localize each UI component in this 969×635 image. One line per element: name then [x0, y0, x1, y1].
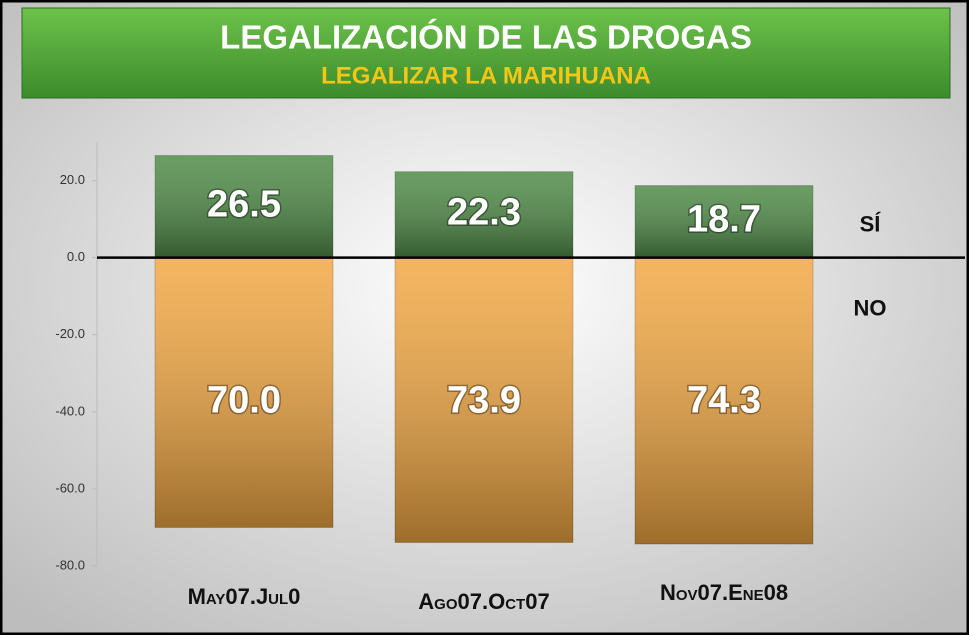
value-label: 22.3 [447, 192, 521, 234]
bar-shade [635, 257, 813, 545]
chart-subtitle: LEGALIZAR LA MARIHUANA [321, 62, 651, 89]
y-tick-label: 0.0 [67, 249, 85, 264]
x-tick-label: May07.Jul0 [188, 584, 301, 609]
bar-shade [395, 257, 573, 543]
x-tick-label: Nov07.Ene08 [660, 580, 788, 605]
x-tick-label: Ago07.Oct07 [418, 589, 549, 614]
bar-shade [155, 257, 333, 528]
value-label: 18.7 [687, 199, 761, 241]
bar-shade [395, 171, 573, 258]
y-tick-label: -80.0 [55, 557, 85, 572]
bar-shade [635, 185, 813, 258]
y-tick-label: -60.0 [55, 480, 85, 495]
y-tick-label: -20.0 [55, 326, 85, 341]
value-label: 73.9 [447, 380, 521, 422]
series-label: SÍ [860, 211, 882, 236]
value-label: 26.5 [207, 184, 281, 226]
bar-shade [155, 155, 333, 258]
title-banner [21, 7, 951, 99]
series-label: NO [854, 295, 887, 320]
chart-title: LEGALIZACIÓN DE LAS DROGAS [220, 19, 752, 56]
y-tick-label: -40.0 [55, 403, 85, 418]
value-label: 74.3 [687, 380, 761, 422]
y-tick-label: 20.0 [60, 172, 85, 187]
value-label: 70.0 [207, 380, 281, 422]
